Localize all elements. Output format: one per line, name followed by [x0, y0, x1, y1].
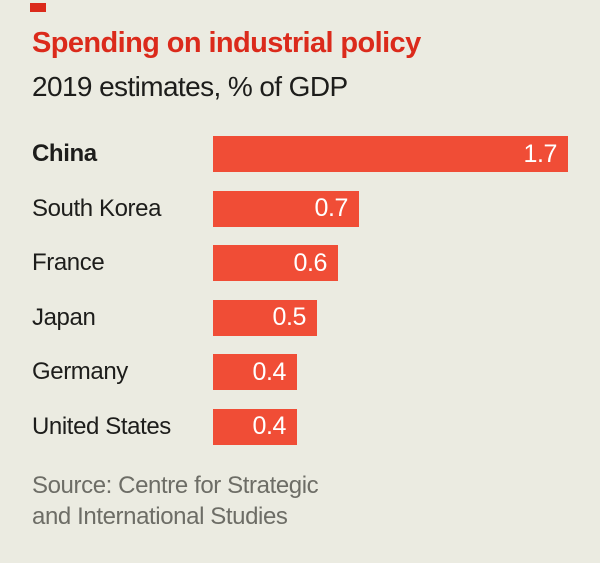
bar-chart: China 1.7 South Korea 0.7 France 0.6 Japan 0.5 G…	[32, 136, 568, 463]
bar: 0.5	[213, 299, 317, 336]
bar-row: United States 0.4	[32, 408, 568, 445]
category-label: Japan	[32, 303, 96, 331]
bar-value-label: 0.4	[252, 412, 286, 440]
category-label: United States	[32, 412, 171, 440]
bar-row: Japan 0.5	[32, 299, 568, 336]
bar-value-label: 0.7	[314, 194, 348, 222]
source-note: Source: Centre for Strategic and Interna…	[32, 470, 319, 532]
category-label: China	[32, 140, 97, 167]
category-label: France	[32, 249, 105, 276]
bar-row: China 1.7	[32, 136, 568, 172]
bar-value-label: 1.7	[523, 139, 557, 168]
category-label: Germany	[32, 358, 128, 385]
bar-row: Germany 0.4	[32, 354, 568, 390]
source-line-1: Source: Centre for Strategic	[32, 472, 319, 499]
bar: 0.6	[213, 245, 338, 281]
chart-subtitle: 2019 estimates, % of GDP	[32, 71, 348, 102]
category-label: South Korea	[32, 194, 162, 222]
brand-accent-square	[30, 3, 46, 12]
bar-value-label: 0.5	[272, 303, 306, 331]
bar: 0.4	[213, 354, 297, 390]
source-line-2: and International Studies	[32, 503, 288, 531]
bar-row: France 0.6	[32, 245, 568, 281]
bar: 0.4	[213, 408, 297, 445]
bar-value-label: 0.4	[252, 357, 286, 386]
bar: 0.7	[213, 190, 359, 227]
bar-row: South Korea 0.7	[32, 190, 568, 227]
bar-value-label: 0.6	[293, 248, 327, 277]
bar: 1.7	[213, 136, 568, 172]
chart-title: Spending on industrial policy	[32, 27, 421, 59]
